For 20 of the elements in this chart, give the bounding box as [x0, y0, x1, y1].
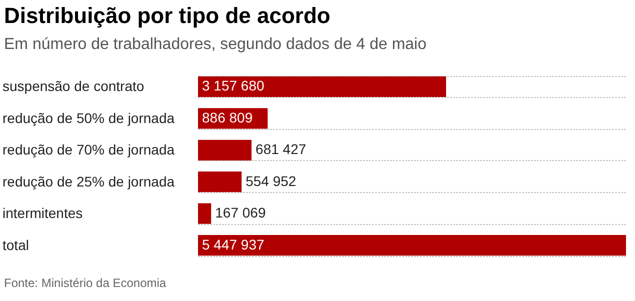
chart-title: Distribuição por tipo de acordo	[4, 3, 330, 28]
bar	[198, 203, 212, 224]
bar	[198, 235, 626, 256]
source-note: Fonte: Ministério da Economia	[4, 276, 166, 290]
bar	[198, 140, 252, 160]
y-tick-label: intermitentes	[2, 205, 83, 222]
data-label: 886 809	[202, 109, 253, 126]
y-tick-label: redução de 50% de jornada	[2, 110, 175, 126]
data-label: 681 427	[256, 141, 306, 158]
bar	[198, 172, 242, 192]
y-tick-label: suspensão de contrato	[2, 78, 144, 94]
data-label: 3 157 680	[202, 78, 264, 94]
y-tick-label: redução de 25% de jornada	[2, 173, 175, 190]
data-label: 5 447 937	[202, 236, 264, 252]
bar	[198, 76, 446, 97]
y-tick-label: redução de 70% de jornada	[2, 142, 175, 158]
y-tick-label: total	[2, 236, 29, 253]
data-label: 554 952	[246, 172, 296, 189]
data-label: 167 069	[215, 204, 266, 221]
chart-subtitle: Em número de trabalhadores, segundo dados de 4 de maio	[4, 36, 427, 53]
